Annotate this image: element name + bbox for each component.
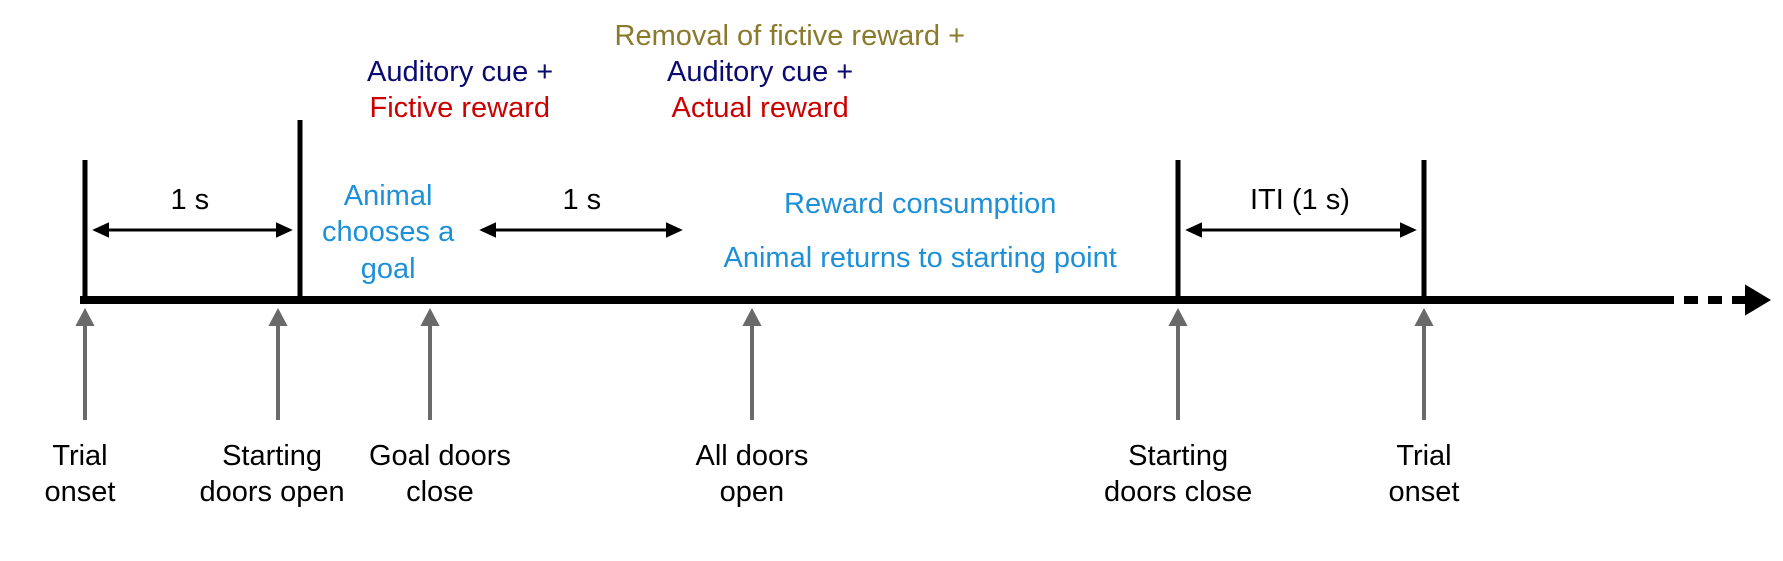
top-label-1: Auditory cue +: [367, 54, 553, 90]
bottom-label-0: Trial onset: [45, 438, 116, 511]
mid-label-2: 1 s: [563, 182, 602, 218]
mid-label-5: ITI (1 s): [1250, 182, 1350, 218]
mid-label-1: Animal chooses a goal: [322, 178, 454, 287]
top-label-0: Removal of fictive reward +: [615, 18, 966, 54]
bottom-label-2: Goal doors close: [369, 438, 511, 511]
top-label-2: Fictive reward: [370, 90, 551, 126]
mid-label-4: Animal returns to starting point: [724, 240, 1117, 276]
bottom-label-4: Starting doors close: [1104, 438, 1252, 511]
bottom-label-3: All doors open: [696, 438, 809, 511]
bottom-label-5: Trial onset: [1389, 438, 1460, 511]
timeline-diagram: Removal of fictive reward +Auditory cue …: [0, 0, 1783, 561]
bottom-label-1: Starting doors open: [200, 438, 345, 511]
mid-label-0: 1 s: [171, 182, 210, 218]
top-label-3: Auditory cue +: [667, 54, 853, 90]
top-label-4: Actual reward: [672, 90, 849, 126]
mid-label-3: Reward consumption: [784, 186, 1056, 222]
